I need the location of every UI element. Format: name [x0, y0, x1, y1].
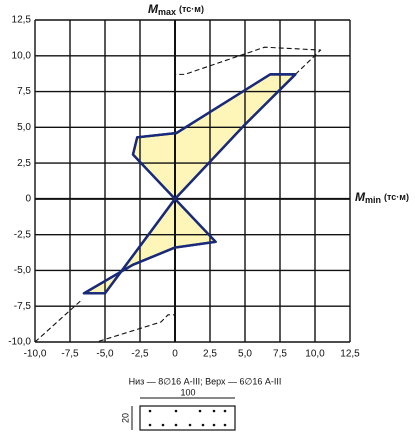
- y-tick-label: 0: [25, 194, 31, 205]
- interaction-outline: [82, 73, 297, 295]
- x-axis-label: Mmin (тс·м): [355, 190, 409, 205]
- x-tick-label: -5,0: [96, 349, 114, 360]
- caption: Низ — 8∅16 А-III; Верх — 6∅16 А-III: [129, 376, 282, 386]
- section: 100 20: [120, 387, 236, 431]
- y-tick-label: -5,0: [14, 265, 32, 276]
- y-tick-label: -2,5: [14, 229, 32, 240]
- x-tick-label: 5,0: [238, 349, 252, 360]
- x-tick-label: 7,5: [273, 349, 287, 360]
- limit-line: [35, 314, 175, 343]
- limit-line: [34, 298, 83, 343]
- x-tick-label: -7,5: [61, 349, 79, 360]
- x-tick-label: 10,0: [305, 349, 325, 360]
- x-tick-label: 12,5: [340, 349, 360, 360]
- y-tick-label: 10,0: [12, 50, 32, 61]
- y-tick-label: 5,0: [17, 122, 31, 133]
- section-height: 20: [120, 413, 130, 423]
- section-outline: [139, 405, 236, 431]
- y-tick-label: 2,5: [17, 158, 31, 169]
- rebars: [148, 409, 227, 427]
- x-tick-label: 2,5: [203, 349, 217, 360]
- section-width: 100: [180, 387, 195, 397]
- y-tick-label: -10,0: [8, 337, 31, 348]
- y-tick-label: 7,5: [17, 86, 31, 97]
- x-tick-label: -10,0: [24, 349, 47, 360]
- y-axis-label: Mmax (тс·м): [148, 2, 204, 17]
- y-tick-label: -7,5: [14, 301, 32, 312]
- y-tick-label: 12,5: [12, 15, 32, 26]
- x-tick-label: 0: [172, 349, 178, 360]
- limit-line: [174, 46, 322, 81]
- x-tick-label: -2,5: [131, 349, 149, 360]
